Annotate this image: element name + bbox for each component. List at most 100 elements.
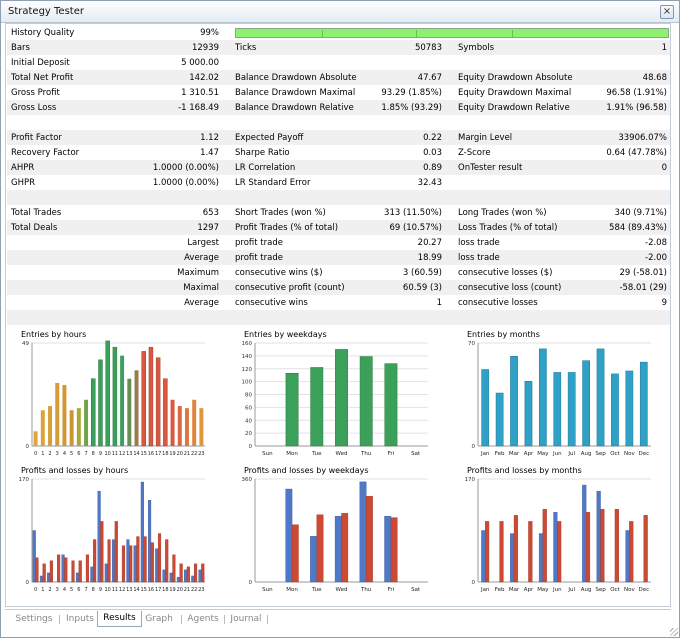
chart-bar — [33, 431, 38, 446]
tab-inputs[interactable]: Inputs — [66, 614, 94, 624]
stat-label: GHPR — [11, 178, 36, 188]
chart-bar — [48, 406, 53, 446]
loss-bar — [528, 521, 533, 583]
chart-title: Profits and losses by months — [467, 466, 582, 475]
stat-value — [137, 192, 219, 204]
y-tick-label: 20 — [245, 431, 252, 437]
tab-journal[interactable]: Journal — [230, 614, 262, 624]
stat-label: Balance Drawdown Maximal — [235, 88, 356, 98]
stat-value: 33906.07% — [618, 133, 667, 143]
stats-row: Recovery Factor 1.47 Sharpe Ratio 0.03 Z-Sco… — [7, 145, 670, 160]
x-tick-label: 12 — [119, 587, 125, 593]
stat-value: -1 168.49 — [178, 103, 219, 113]
stat-label: consecutive losses ($) — [458, 268, 553, 278]
x-tick-label: 4 — [63, 451, 66, 457]
stat-value: 0.89 — [423, 163, 442, 173]
tab-separator — [59, 615, 60, 624]
chart-bar — [40, 410, 45, 446]
tab-separator — [224, 615, 225, 624]
chart-bar — [105, 340, 110, 447]
stats-row: Gross Profit 1 310.51 Balance Drawdown Max… — [7, 85, 670, 100]
x-tick-label: Tue — [311, 587, 322, 593]
stat-label: Gross Loss — [11, 103, 57, 113]
x-tick-label: 13 — [126, 587, 132, 593]
tab-results[interactable]: Results — [97, 611, 142, 627]
loss-bar — [629, 521, 634, 583]
chart-title: Profits and losses by weekdays — [244, 466, 369, 475]
x-tick-label: 12 — [119, 451, 125, 457]
x-tick-label: Feb — [495, 451, 505, 457]
chart-svg: 360 0 Sun Mon Tue Wed Thu Fri Sat — [242, 477, 428, 593]
x-tick-label: 18 — [162, 451, 168, 457]
loss-bar — [114, 521, 118, 583]
y-tick-label: 170 — [19, 477, 30, 483]
profit-bar — [553, 512, 558, 583]
y-tick-label: 160 — [242, 341, 253, 347]
tab-separator — [181, 615, 182, 624]
chart-title: Entries by hours — [21, 330, 87, 339]
profit-bar — [596, 490, 601, 583]
x-tick-label: 22 — [191, 587, 197, 593]
x-tick-label: 7 — [84, 587, 87, 593]
resize-grip[interactable] — [670, 628, 678, 636]
chart-bar — [596, 348, 605, 447]
stat-value: 3 (60.59) — [402, 268, 442, 278]
x-tick-label: May — [537, 451, 549, 457]
stat-label: Ticks — [235, 43, 257, 53]
x-tick-label: 22 — [191, 451, 197, 457]
x-tick-label: 10 — [105, 587, 111, 593]
x-tick-label: Fri — [388, 587, 395, 593]
chart-bar — [55, 382, 60, 446]
stat-value: 1.0000 (0.00%) — [152, 178, 219, 188]
stat-value: 340 (9.71%) — [614, 208, 667, 218]
stat-value: -2.08 — [645, 238, 667, 248]
stat-value: 29 (-58.01) — [619, 268, 667, 278]
close-button[interactable]: × — [660, 5, 674, 19]
chart-svg: 70 0 Jan Feb Mar Apr May Jun Jul Aug Sep Oct Nov Dec — [468, 341, 651, 457]
x-tick-label: 15 — [141, 587, 147, 593]
stat-label: Sharpe Ratio — [235, 148, 290, 158]
stats-row: AHPR 1.0000 (0.00%) LR Correlation 0.89 OnTe… — [7, 160, 670, 175]
tab-settings[interactable]: Settings — [15, 614, 53, 624]
x-tick-label: 14 — [133, 587, 139, 593]
loss-bar — [485, 521, 490, 583]
x-tick-label: 23 — [198, 587, 204, 593]
chart-title: Entries by weekdays — [244, 330, 327, 339]
profit-bar — [140, 481, 144, 583]
stat-value: 12939 — [191, 43, 219, 53]
y-tick-label: 70 — [468, 341, 475, 347]
stats-row: Total Trades 653 Short Trades (won %) 313 (… — [7, 205, 670, 220]
stat-value: 142.02 — [189, 73, 219, 83]
stat-value: 18.99 — [417, 253, 442, 263]
chart-bar — [639, 361, 648, 447]
x-tick-label: Fri — [388, 451, 395, 457]
x-tick-label: Sun — [262, 451, 273, 457]
tab-graph[interactable]: Graph — [145, 614, 173, 624]
loss-bar — [172, 554, 176, 583]
stats-row: Profit Factor 1.12 Expected Payoff 0.22 Marg… — [7, 130, 670, 145]
loss-bar — [165, 539, 169, 583]
chart-bar — [510, 355, 518, 447]
chart-entries-by-weekdays: Entries by weekdays 160 140 120 100 80 60 40 20… — [237, 330, 432, 470]
stat-value: 1 310.51 — [181, 88, 219, 98]
x-tick-label: Jul — [567, 451, 575, 457]
stat-label: Profit Trades (% of total) — [235, 223, 339, 233]
x-tick-label: 20 — [177, 451, 183, 457]
stat-label: AHPR — [11, 163, 35, 173]
charts-area: Entries by hours 49 0 0 1 2 3 4 5 6 7 8 9 10 11 12 13 14… — [6, 330, 670, 606]
stats-row: Total Net Profit 142.02 Balance Drawdown A… — [7, 70, 670, 85]
tab-agents[interactable]: Agents — [187, 614, 219, 624]
stat-label: loss trade — [458, 238, 500, 248]
loss-bar — [157, 533, 162, 583]
stat-value: 50783 — [414, 43, 442, 53]
title-bar[interactable]: Strategy Tester × — [1, 1, 679, 23]
loss-bar — [193, 563, 198, 583]
stat-value: 47.67 — [417, 73, 442, 83]
stat-label: Loss Trades (% of total) — [458, 223, 558, 233]
x-tick-label: Mar — [509, 587, 520, 593]
chart-bar — [310, 367, 324, 447]
stat-label: Balance Drawdown Absolute — [235, 73, 357, 83]
stat-value: Average — [184, 253, 219, 263]
chart-bar — [98, 359, 103, 447]
stat-value — [580, 312, 667, 324]
